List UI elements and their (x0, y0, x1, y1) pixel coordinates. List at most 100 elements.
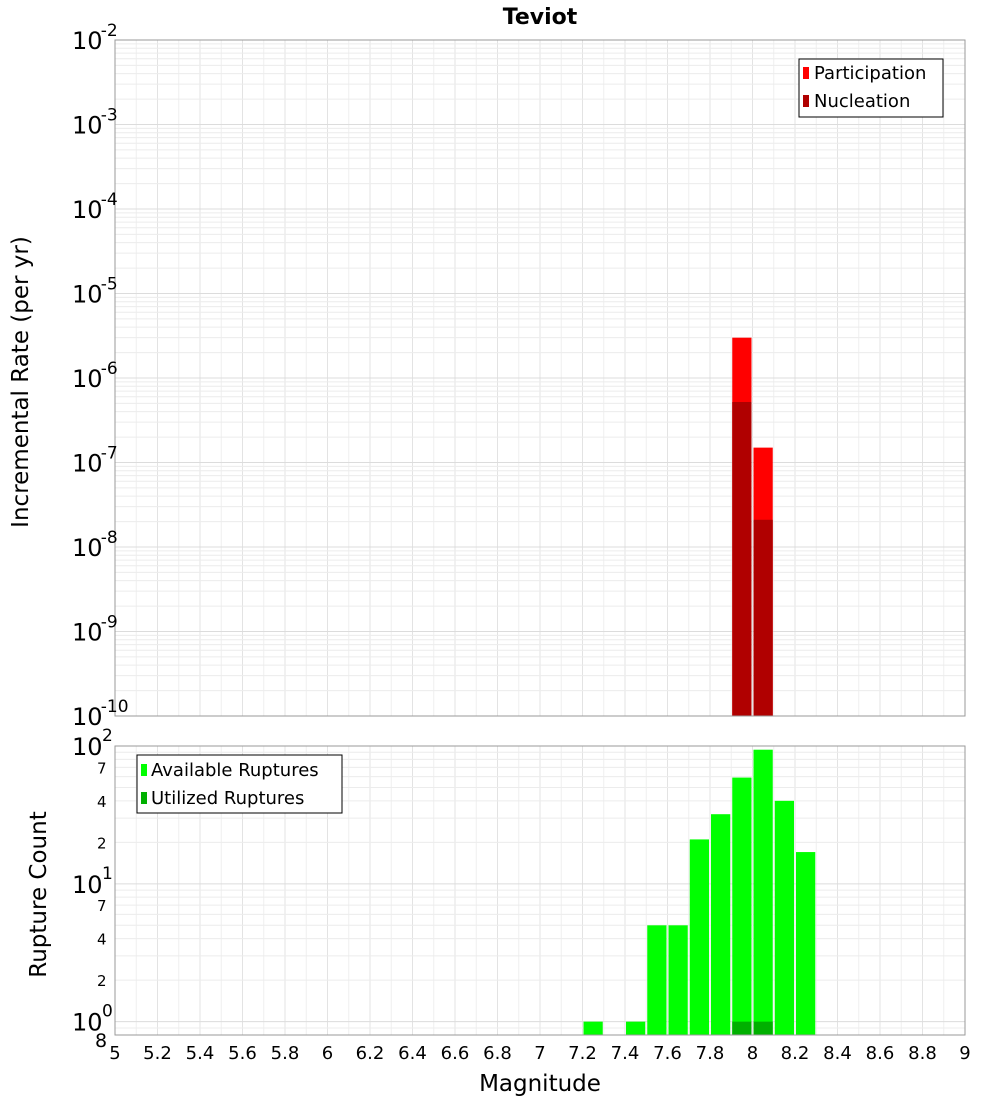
y-tick-exponent: 0 (102, 1002, 113, 1022)
bottom-bars (583, 749, 816, 1035)
x-tick-label: 6 (322, 1043, 333, 1064)
x-tick-label: 6.8 (483, 1043, 512, 1064)
y-tick-base: 10 (72, 281, 103, 309)
bottom-bar-available-ruptures (689, 839, 709, 1035)
y-tick-base: 10 (72, 871, 103, 899)
x-tick-label: 6.2 (356, 1043, 385, 1064)
y-tick-exponent: -10 (101, 697, 129, 717)
top-bar-nucleation (753, 519, 773, 716)
bottom-bar-available-ruptures (626, 1021, 646, 1035)
y-tick-exponent: -7 (101, 444, 118, 464)
y-tick-exponent: -2 (101, 21, 118, 41)
bottom-bar-utilized-ruptures (732, 1021, 752, 1035)
y-tick-minor: 4 (97, 793, 107, 811)
bottom-bar-available-ruptures (668, 925, 688, 1035)
top-plot-frame (114, 39, 966, 717)
x-tick-label: 5.4 (186, 1043, 215, 1064)
bottom-bar-utilized-ruptures (753, 1021, 773, 1035)
x-tick-label: 8.4 (823, 1043, 852, 1064)
top-legend: Participation Nucleation (798, 58, 944, 118)
x-tick-label: 5 (109, 1043, 120, 1064)
legend-swatch (803, 95, 809, 107)
y-tick-label: 7 (97, 759, 107, 777)
bottom-legend-box (136, 754, 343, 814)
legend-label: Nucleation (814, 91, 910, 112)
bottom-bar-available-ruptures (732, 777, 752, 1035)
top-grid (114, 39, 966, 717)
y-tick-base: 10 (72, 733, 103, 761)
y-tick-label: 10-5 (72, 275, 118, 309)
y-tick-base: 10 (72, 365, 103, 393)
y-tick-label: 10 2 (72, 726, 113, 761)
x-tick-label: 6.6 (441, 1043, 470, 1064)
y-tick-exponent: -3 (101, 106, 118, 126)
bottom-bar-available-ruptures (711, 814, 731, 1035)
y-tick-minor: 2 (97, 972, 107, 990)
x-tick-label: 7.8 (696, 1043, 725, 1064)
y-tick-exponent: -6 (101, 359, 118, 379)
bottom-legend: Available Ruptures Utilized Ruptures (136, 754, 343, 814)
y-tick-minor: 2 (97, 834, 107, 852)
y-tick-base: 8 (95, 1030, 107, 1052)
legend-label: Available Ruptures (151, 760, 319, 781)
top-bars (732, 337, 773, 716)
y-tick-label: 2 (97, 834, 107, 852)
y-tick-exponent: -9 (101, 613, 118, 633)
x-tick-label: 7.6 (653, 1043, 682, 1064)
legend-label: Utilized Ruptures (151, 788, 304, 809)
top-y-axis-label: Incremental Rate (per yr) (8, 236, 34, 528)
x-tick-label: 5.2 (143, 1043, 172, 1064)
y-tick-minor: 7 (97, 759, 107, 777)
x-tick-label: 7.4 (611, 1043, 640, 1064)
y-tick-label: 4 (97, 793, 107, 811)
x-tick-label: 5.8 (271, 1043, 300, 1064)
bottom-bar-available-ruptures (774, 800, 794, 1035)
top-bar-nucleation (732, 401, 752, 716)
x-tick-label: 9 (959, 1043, 970, 1064)
legend-label: Participation (814, 63, 926, 84)
bottom-plot-frame (114, 745, 966, 1036)
y-tick-label: 10-8 (72, 528, 118, 562)
y-tick-label: 10-9 (72, 613, 118, 647)
x-tick-label: 7.2 (568, 1043, 597, 1064)
top-legend-box (798, 58, 944, 118)
y-tick-label: 10-10 (72, 697, 129, 731)
y-tick-label: 10-6 (72, 359, 118, 393)
bottom-bar-available-ruptures (583, 1021, 603, 1035)
y-tick-label: 4 (97, 931, 107, 949)
legend-swatch (141, 792, 147, 804)
y-tick-exponent: -8 (101, 528, 118, 548)
x-tick-label: 8.8 (908, 1043, 937, 1064)
x-axis-label: Magnitude (479, 1071, 601, 1097)
chart-title: Teviot (503, 5, 578, 30)
y-tick-base: 10 (72, 196, 103, 224)
y-tick-label: 2 (97, 972, 107, 990)
legend-swatch (803, 67, 809, 79)
y-tick-label: 10-3 (72, 106, 118, 140)
y-tick-exponent: 2 (102, 726, 113, 746)
y-tick-exponent: -4 (101, 190, 118, 210)
bottom-y-axis-label: Rupture Count (26, 811, 52, 977)
bottom-bar-available-ruptures (753, 749, 773, 1035)
y-tick-label: 10-7 (72, 444, 118, 478)
y-tick-label: 7 (97, 897, 107, 915)
y-tick-base: 10 (72, 450, 103, 478)
y-tick-base: 10 (72, 534, 103, 562)
y-tick-exponent: 1 (102, 864, 113, 884)
y-tick-minor: 4 (97, 931, 107, 949)
y-tick-label: 10-2 (72, 21, 118, 55)
y-tick-base: 10 (72, 27, 103, 55)
legend-swatch (141, 764, 147, 776)
y-tick-minor: 7 (97, 897, 107, 915)
y-tick-label: 8 (95, 1030, 107, 1052)
x-tick-label: 6.4 (398, 1043, 427, 1064)
y-tick-base: 10 (72, 1009, 103, 1037)
y-tick-base: 10 (72, 703, 103, 731)
y-tick-label: 10 0 (72, 1002, 113, 1037)
bottom-bar-available-ruptures (647, 925, 667, 1035)
y-tick-label: 10-4 (72, 190, 118, 224)
x-tick-label: 8 (747, 1043, 758, 1064)
bottom-bar-available-ruptures (796, 852, 816, 1035)
